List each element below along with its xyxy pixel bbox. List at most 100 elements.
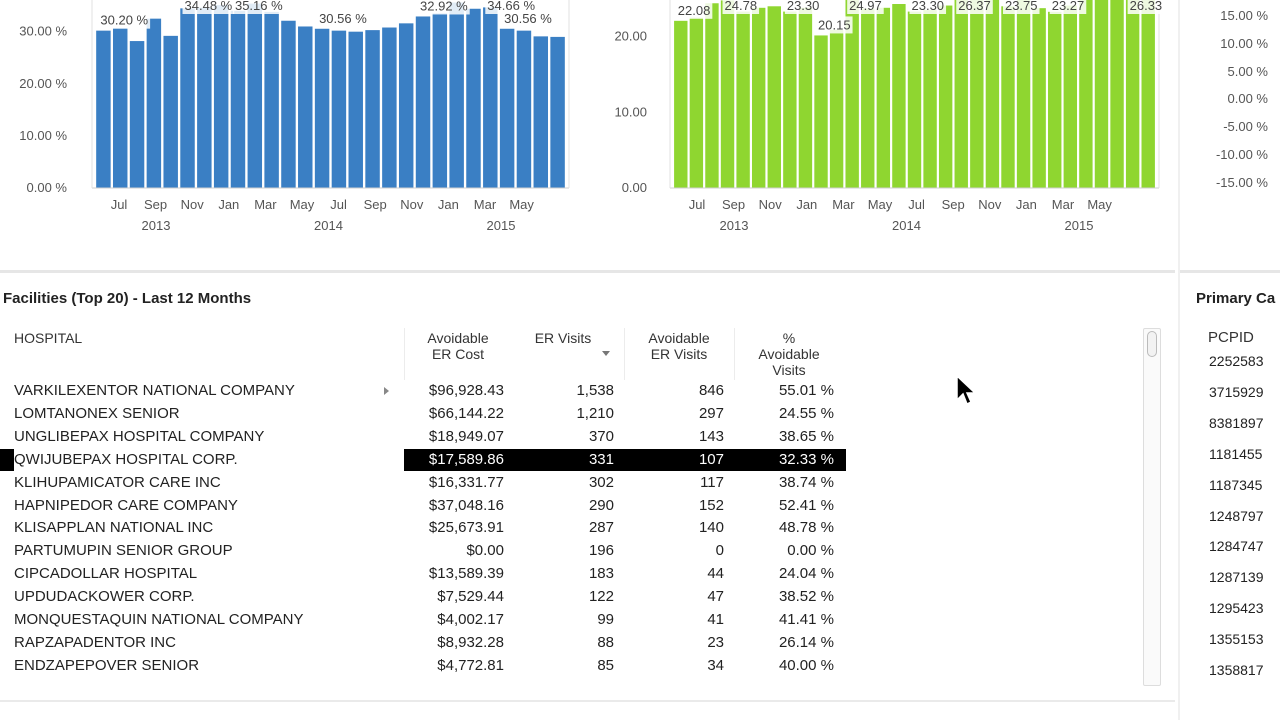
chart-bar[interactable] xyxy=(432,13,448,188)
chart-bar[interactable] xyxy=(1063,5,1078,189)
chart-bar[interactable] xyxy=(550,36,565,188)
column-header-percent-avoidable[interactable]: % Avoidable Visits xyxy=(734,330,844,378)
chart-bar[interactable] xyxy=(146,18,162,188)
chart-bar[interactable] xyxy=(736,11,750,189)
chart-bar[interactable] xyxy=(923,10,937,189)
scrollbar-thumb[interactable] xyxy=(1147,331,1157,357)
table-row[interactable]: MONQUESTAQUIN NATIONAL COMPANY $4,002.17 9… xyxy=(0,609,846,631)
chart-bar[interactable] xyxy=(1110,0,1124,189)
chart-bar[interactable] xyxy=(129,41,145,188)
chart-bar[interactable] xyxy=(449,2,464,188)
data-label: 30.56 % xyxy=(319,11,367,26)
chart-bar[interactable] xyxy=(365,30,380,189)
chart-bar[interactable] xyxy=(499,28,515,189)
chart-bar[interactable] xyxy=(767,6,781,188)
chart-bar[interactable] xyxy=(938,5,953,189)
chart-bar[interactable] xyxy=(720,0,735,188)
chart-bar[interactable] xyxy=(1079,0,1093,189)
chart-bar[interactable] xyxy=(415,16,431,189)
chart-bar[interactable] xyxy=(112,28,128,189)
chart-bar[interactable] xyxy=(1032,8,1046,188)
x-year-label: 2014 xyxy=(314,218,343,233)
chart-bar[interactable] xyxy=(954,0,968,188)
column-header-hospital[interactable]: HOSPITAL xyxy=(14,330,83,346)
data-label: 26.33 xyxy=(1130,0,1163,13)
percent-avoidable-cell: 24.55 % xyxy=(778,404,834,422)
chart-bar[interactable] xyxy=(674,20,688,188)
table-row[interactable]: QWIJUBEPAX HOSPITAL CORP. $17,589.86 331 10… xyxy=(0,448,846,471)
chart-bar[interactable] xyxy=(230,10,246,189)
row-expand-icon[interactable] xyxy=(384,387,389,395)
table-row[interactable]: HAPNIPEDOR CARE COMPANY $37,048.16 290 152 5… xyxy=(0,494,846,517)
chart-bar[interactable] xyxy=(314,28,330,189)
chart-bar[interactable] xyxy=(705,3,719,189)
chart-bar[interactable] xyxy=(1094,0,1109,189)
pcp-id-item[interactable]: 3715929 xyxy=(1209,383,1264,400)
pcp-id-item[interactable]: 1287139 xyxy=(1209,569,1264,586)
chart-bar[interactable] xyxy=(382,27,397,188)
pcp-id-item[interactable]: 2252583 xyxy=(1209,353,1264,369)
sort-descending-icon[interactable] xyxy=(602,351,610,356)
table-row[interactable]: VARKILEXENTOR NATIONAL COMPANY $96,928.43… xyxy=(0,380,846,402)
percent-avoidable-cell: 38.65 % xyxy=(778,427,834,445)
avoidable-visits-cell: 107 xyxy=(698,450,724,468)
chart-bar[interactable] xyxy=(298,26,313,189)
chart-bar[interactable] xyxy=(814,35,828,188)
chart-bar[interactable] xyxy=(985,0,1000,189)
table-scrollbar[interactable] xyxy=(1143,328,1161,686)
column-header-avoidable-cost[interactable]: Avoidable ER Cost xyxy=(404,330,512,362)
column-header-pcpid[interactable]: PCPID xyxy=(1208,329,1254,346)
table-row[interactable]: LOMTANONEX SENIOR $66,144.22 1,210 297 24.55… xyxy=(0,402,846,425)
section-divider xyxy=(1180,270,1280,273)
chart-bar[interactable] xyxy=(348,31,363,189)
chart-bar[interactable] xyxy=(1141,0,1155,188)
chart-bar[interactable] xyxy=(689,17,704,189)
chart-bar[interactable] xyxy=(798,7,813,188)
chart-bar[interactable] xyxy=(96,30,111,188)
chart-bar[interactable] xyxy=(1001,6,1015,188)
chart-bar[interactable] xyxy=(163,35,178,188)
pcp-id-item[interactable]: 1295423 xyxy=(1209,600,1264,617)
table-row[interactable]: ENDZAPEPOVER SENIOR $4,772.81 85 34 40.00 % xyxy=(0,654,846,677)
chart-bar[interactable] xyxy=(783,11,797,189)
chart-bar[interactable] xyxy=(829,29,844,189)
chart-bar[interactable] xyxy=(533,36,549,188)
table-row[interactable]: PARTUMUPIN SENIOR GROUP $0.00 196 0 0.00 % xyxy=(0,540,846,563)
chart-bar[interactable] xyxy=(516,30,532,188)
chart-bar[interactable] xyxy=(483,7,498,189)
chart-bar[interactable] xyxy=(281,20,296,188)
pcp-id-item[interactable]: 8381897 xyxy=(1209,414,1264,431)
chart-bar[interactable] xyxy=(751,7,766,188)
chart-bar[interactable] xyxy=(970,0,984,188)
pcp-id-item[interactable]: 1181455 xyxy=(1209,445,1263,462)
pcp-id-item[interactable]: 1284747 xyxy=(1209,538,1264,555)
chart-bar[interactable] xyxy=(1048,11,1062,189)
table-row[interactable]: RAPZAPADENTOR INC $8,932.28 88 23 26.14 % xyxy=(0,631,846,654)
table-row[interactable]: UPDUDACKOWER CORP. $7,529.44 122 47 38.52 % xyxy=(0,586,846,609)
table-row[interactable]: CIPCADOLLAR HOSPITAL $13,589.39 183 44 24.04… xyxy=(0,563,846,586)
column-header-er-visits[interactable]: ER Visits xyxy=(534,330,592,346)
chart-bar[interactable] xyxy=(876,7,891,188)
pcp-id-item[interactable]: 1248797 xyxy=(1209,507,1264,524)
chart-bar[interactable] xyxy=(213,5,229,189)
chart-bar[interactable] xyxy=(197,7,212,188)
chart-bar[interactable] xyxy=(907,11,922,189)
chart-bar[interactable] xyxy=(892,4,906,189)
pcp-id-item[interactable]: 1358817 xyxy=(1209,662,1264,678)
chart-bar[interactable] xyxy=(331,30,347,188)
chart-bar[interactable] xyxy=(466,8,481,189)
table-row[interactable]: UNGLIBEPAX HOSPITAL COMPANY $18,949.07 370… xyxy=(0,425,846,448)
chart-bar[interactable] xyxy=(861,8,875,188)
table-row[interactable]: KLIHUPAMICATOR CARE INC $16,331.77 302 117 3… xyxy=(0,471,846,494)
pcp-id-item[interactable]: 1355153 xyxy=(1209,631,1264,648)
chart-bar[interactable] xyxy=(247,3,263,189)
chart-bar[interactable] xyxy=(398,23,414,189)
chart-bar[interactable] xyxy=(845,0,859,189)
chart-bar[interactable] xyxy=(264,11,279,188)
chart-bar[interactable] xyxy=(180,8,195,189)
chart-bar[interactable] xyxy=(1125,0,1140,188)
pcp-id-item[interactable]: 1187345 xyxy=(1209,476,1263,493)
chart-bar[interactable] xyxy=(1016,0,1031,189)
column-header-avoidable-visits[interactable]: Avoidable ER Visits xyxy=(624,330,734,362)
table-row[interactable]: KLISAPPLAN NATIONAL INC $25,673.91 287 140 4… xyxy=(0,517,846,540)
